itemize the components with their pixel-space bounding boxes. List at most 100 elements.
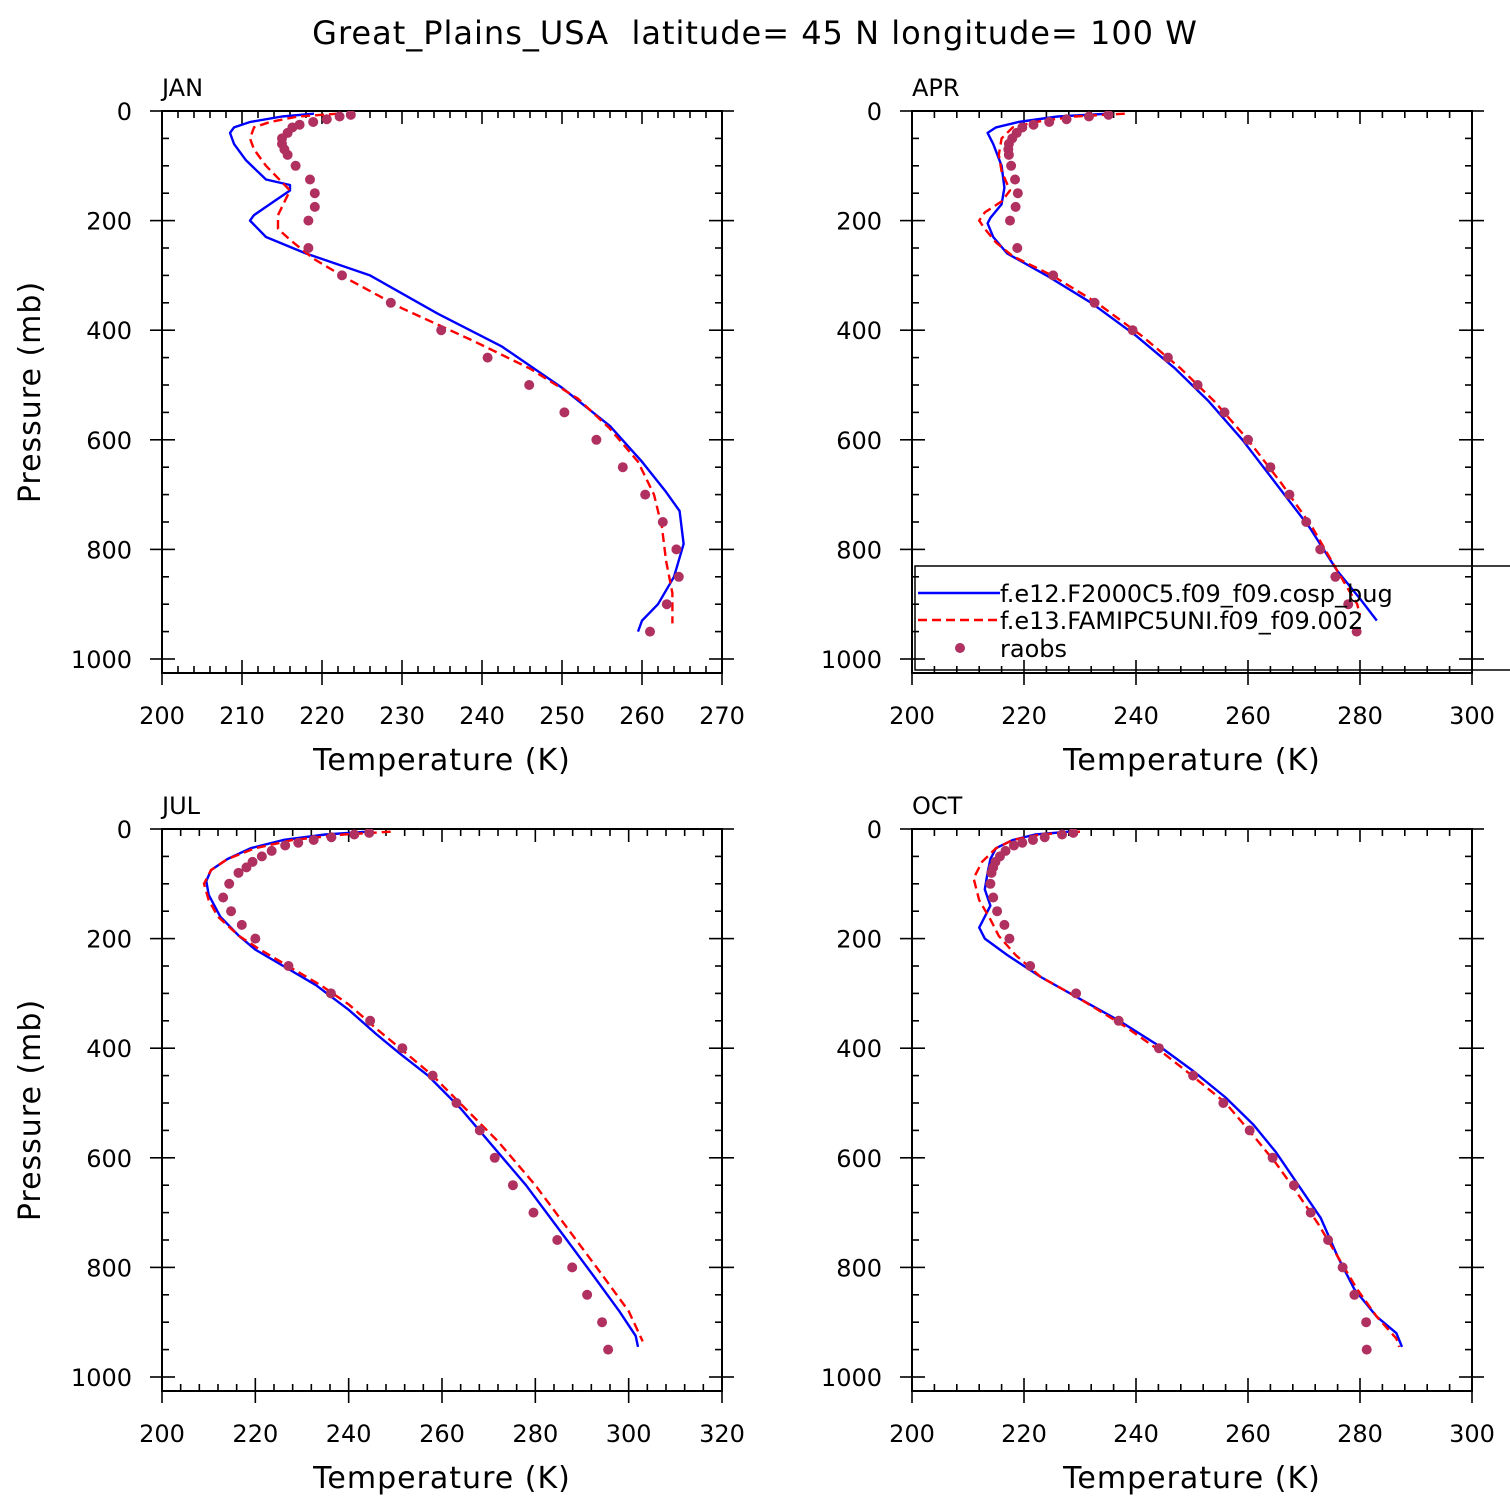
model-e12-line xyxy=(205,830,640,1348)
panel-title: OCT xyxy=(912,792,963,820)
x-tick-label: 300 xyxy=(606,1420,652,1448)
x-axis-label: Temperature (K) xyxy=(1062,1461,1321,1496)
raobs-point xyxy=(241,862,252,873)
x-tick-label: 220 xyxy=(232,1420,278,1448)
y-tick-label: 0 xyxy=(867,98,882,126)
x-tick-label: 200 xyxy=(139,1420,185,1448)
raobs-point xyxy=(1315,544,1326,555)
raobs-point xyxy=(1323,1235,1334,1245)
raobs-point xyxy=(1027,834,1038,845)
series-group xyxy=(978,111,1378,637)
raobs-point xyxy=(226,906,237,917)
model-e13-line xyxy=(972,830,1401,1348)
series-group xyxy=(972,829,1404,1355)
raobs-point xyxy=(559,407,570,418)
panel-title: APR xyxy=(912,74,960,102)
x-tick-label: 250 xyxy=(539,702,585,730)
panel-jul: JUL 200 220 240 260 280 300 320 0 200 400 600 800 100… xyxy=(13,792,745,1496)
legend-label: f.e13.FAMIPC5UNI.f09_f09.002 xyxy=(1000,607,1363,635)
x-tick-label: 260 xyxy=(419,1420,465,1448)
raobs-point xyxy=(1012,243,1023,253)
panel-title: JAN xyxy=(160,74,203,102)
raobs-point xyxy=(474,1125,485,1136)
raobs-point xyxy=(321,114,332,125)
raobs-point xyxy=(1301,517,1312,527)
raobs-point xyxy=(1005,215,1015,226)
raobs-point xyxy=(1003,149,1014,160)
model-e12-line xyxy=(228,112,685,633)
raobs-point xyxy=(1004,933,1015,944)
y-tick-label: 1000 xyxy=(71,1364,132,1392)
raobs-point xyxy=(1061,114,1072,125)
raobs-point xyxy=(1010,201,1021,212)
x-tick-label: 240 xyxy=(326,1420,372,1448)
x-tick-label: 320 xyxy=(699,1420,745,1448)
raobs-point xyxy=(482,352,493,363)
raobs-point xyxy=(349,829,360,840)
y-tick-label: 400 xyxy=(836,1035,882,1063)
raobs-point xyxy=(1265,462,1276,473)
raobs-point xyxy=(308,834,319,845)
y-tick-label: 400 xyxy=(86,1035,132,1063)
raobs-point xyxy=(645,626,655,637)
panel-title: JUL xyxy=(160,792,201,820)
raobs-point xyxy=(528,1207,539,1218)
plot-frame xyxy=(911,110,1473,674)
raobs-point xyxy=(657,517,668,527)
raobs-point xyxy=(218,892,229,903)
raobs-point xyxy=(603,1344,614,1355)
x-tick-label: 270 xyxy=(699,702,745,730)
x-tick-label: 300 xyxy=(1449,1420,1495,1448)
raobs-point xyxy=(282,149,293,160)
raobs-point xyxy=(233,867,244,878)
raobs-point xyxy=(567,1262,578,1273)
raobs-point xyxy=(1083,111,1094,122)
raobs-point xyxy=(591,434,602,445)
x-tick-label: 260 xyxy=(1225,1420,1271,1448)
legend-label: f.e12.F2000C5.f09_f09.cosp_bug xyxy=(1000,580,1393,608)
x-axis-label: Temperature (K) xyxy=(1062,743,1321,778)
y-tick-label: 600 xyxy=(86,1145,132,1173)
y-tick-label: 1000 xyxy=(821,646,882,674)
y-tick-label: 200 xyxy=(86,208,132,236)
raobs-point xyxy=(308,116,319,127)
legend-label: raobs xyxy=(1000,635,1067,663)
raobs-point xyxy=(236,919,247,930)
x-tick-label: 300 xyxy=(1449,702,1495,730)
raobs-point xyxy=(1006,160,1017,171)
y-tick-label: 0 xyxy=(117,98,132,126)
raobs-point xyxy=(1188,1070,1199,1081)
y-tick-label: 1000 xyxy=(71,646,132,674)
raobs-point xyxy=(1305,1207,1316,1218)
x-tick-label: 220 xyxy=(1001,1420,1047,1448)
panel-jan: JAN 200 210 220 230 240 250 260 270 0 200 400 600 800… xyxy=(13,74,745,778)
model-e13-line xyxy=(978,112,1362,616)
raobs-point xyxy=(986,867,997,878)
raobs-point xyxy=(1028,119,1039,130)
raobs-point xyxy=(385,297,396,308)
raobs-point xyxy=(597,1317,608,1328)
raobs-point xyxy=(1012,188,1023,199)
raobs-point xyxy=(1153,1043,1164,1054)
raobs-point xyxy=(1244,1125,1255,1136)
raobs-point xyxy=(985,878,996,889)
y-tick-label: 0 xyxy=(117,816,132,844)
raobs-point xyxy=(1343,599,1354,610)
y-tick-label: 200 xyxy=(836,926,882,954)
x-tick-label: 230 xyxy=(379,702,425,730)
raobs-point xyxy=(224,878,235,889)
raobs-point xyxy=(303,243,314,253)
y-tick-label: 800 xyxy=(86,536,132,564)
raobs-point xyxy=(303,215,314,226)
y-tick-label: 400 xyxy=(86,317,132,345)
model-e12-line xyxy=(978,830,1404,1348)
plot-frame xyxy=(161,828,723,1392)
x-tick-label: 200 xyxy=(889,702,935,730)
raobs-point xyxy=(552,1235,563,1245)
raobs-point xyxy=(661,599,672,610)
model-e13-line xyxy=(248,112,674,624)
raobs-point xyxy=(582,1289,593,1300)
series-group xyxy=(228,111,685,637)
raobs-point xyxy=(992,906,1003,917)
